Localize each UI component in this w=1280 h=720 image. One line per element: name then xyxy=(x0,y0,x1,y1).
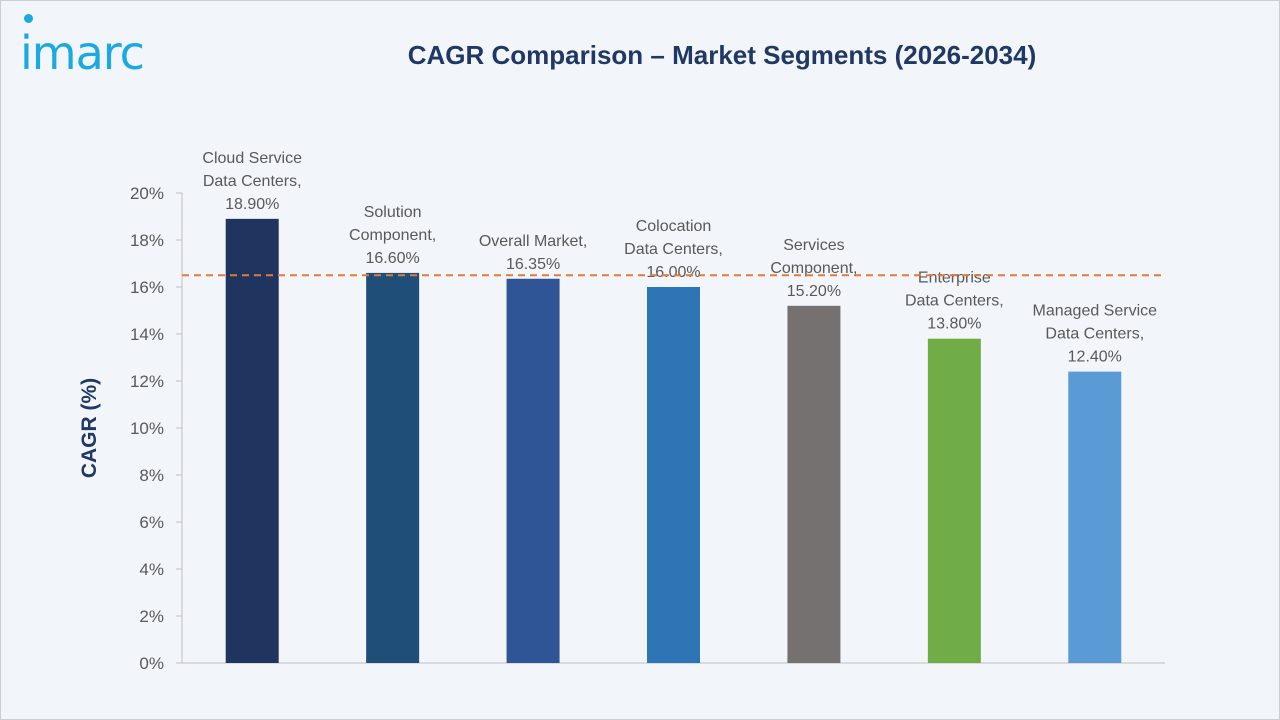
data-label-line: Managed Service xyxy=(1033,303,1158,320)
data-label-line: Component, xyxy=(349,227,436,244)
data-label-line: Component, xyxy=(770,260,857,277)
data-label-line: Data Centers, xyxy=(905,293,1004,310)
data-label: Services Component, 15.20% xyxy=(770,237,857,300)
bar xyxy=(927,338,981,663)
data-label-line: Data Centers, xyxy=(1045,326,1144,343)
data-label: Cloud Service Data Centers, 18.90% xyxy=(202,150,302,213)
data-label-line: Data Centers, xyxy=(624,241,723,258)
data-label-line: 12.40% xyxy=(1068,349,1122,366)
data-label-line: Cloud Service xyxy=(202,150,302,167)
data-label-line: 16.60% xyxy=(366,250,420,267)
y-tick-label: 0% xyxy=(139,654,164,673)
data-label-line: 15.20% xyxy=(787,283,841,300)
y-tick-label: 4% xyxy=(139,560,164,579)
bar xyxy=(647,287,700,663)
bar xyxy=(225,218,279,663)
y-tick-label: 20% xyxy=(130,184,164,203)
data-label-line: 16.35% xyxy=(506,256,560,273)
y-tick-label: 8% xyxy=(139,466,164,485)
bar xyxy=(366,272,420,663)
bar xyxy=(787,305,841,663)
data-label-line: 13.80% xyxy=(927,316,981,333)
data-label: Managed Service Data Centers, 12.40% xyxy=(1033,303,1158,366)
y-tick-label: 10% xyxy=(130,419,164,438)
data-label-line: 16.00% xyxy=(646,264,700,281)
y-axis-label: CAGR (%) xyxy=(78,378,101,478)
data-label-line: Overall Market, xyxy=(479,233,587,250)
data-label-line: Enterprise xyxy=(918,270,991,287)
y-tick-label: 14% xyxy=(130,325,164,344)
data-label: Colocation Data Centers, 16.00% xyxy=(624,218,723,281)
data-label: Overall Market, 16.35% xyxy=(479,233,587,273)
y-tick-label: 12% xyxy=(130,372,164,391)
data-label-line: Colocation xyxy=(636,218,712,235)
logo-dot xyxy=(24,14,33,23)
y-tick-label: 6% xyxy=(139,513,164,532)
data-label-line: Data Centers, xyxy=(203,173,302,190)
y-tick-label: 16% xyxy=(130,278,164,297)
bar xyxy=(506,278,560,663)
data-label: Solution Component, 16.60% xyxy=(349,204,436,267)
y-tick-label: 2% xyxy=(139,607,164,626)
chart-title: CAGR Comparison – Market Segments (2026-… xyxy=(407,40,1037,70)
data-label: Enterprise Data Centers, 13.80% xyxy=(905,270,1004,333)
y-tick-label: 18% xyxy=(130,231,164,250)
data-label-line: Services xyxy=(783,237,844,254)
bar xyxy=(1068,371,1122,663)
brand-logo: imarc xyxy=(20,26,145,80)
data-label-line: 18.90% xyxy=(225,196,279,213)
data-label-line: Solution xyxy=(364,204,422,221)
